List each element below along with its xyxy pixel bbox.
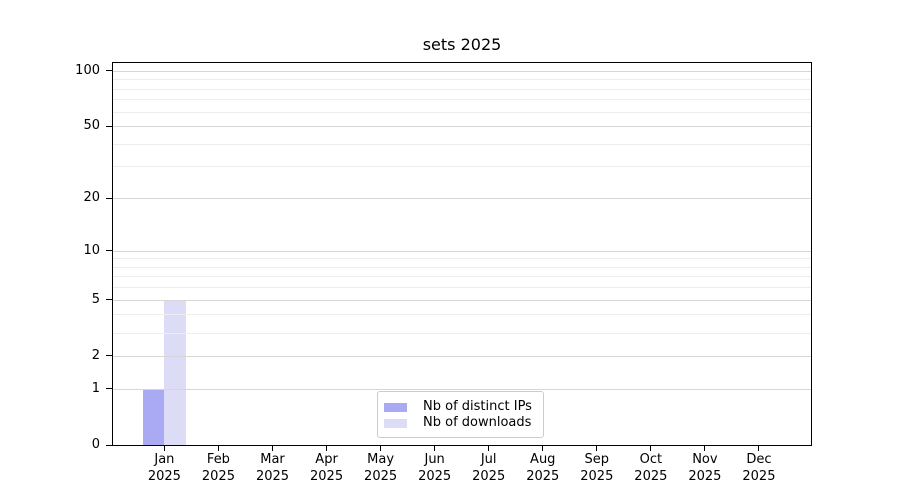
x-tick-label: May 2025 — [364, 452, 398, 484]
major-gridline — [113, 126, 811, 128]
x-tick-label: Apr 2025 — [310, 452, 344, 484]
minor-gridline — [113, 79, 811, 81]
y-tick-label: 50 — [83, 118, 100, 134]
y-tick-mark — [106, 444, 112, 446]
y-tick-mark — [106, 70, 112, 72]
y-tick-mark — [106, 125, 112, 127]
major-gridline — [113, 70, 811, 72]
major-gridline — [113, 355, 811, 357]
legend-item-distinct-ips: Nb of distinct IPs — [384, 399, 535, 415]
x-tick-mark — [326, 445, 328, 451]
y-tick-mark — [106, 299, 112, 301]
x-tick-label: Mar 2025 — [255, 452, 290, 484]
minor-gridline — [113, 332, 811, 334]
minor-gridline — [113, 111, 811, 113]
x-tick-mark — [758, 445, 760, 451]
minor-gridline — [113, 314, 811, 316]
bar-distinct-ips — [142, 388, 165, 445]
x-tick-mark — [704, 445, 706, 451]
plot-area — [112, 62, 812, 446]
x-tick-mark — [163, 445, 165, 451]
y-tick-label: 20 — [83, 190, 100, 206]
y-tick-mark — [106, 250, 112, 251]
x-tick-label: Aug 2025 — [526, 452, 560, 484]
x-tick-mark — [380, 445, 382, 451]
minor-gridline — [113, 287, 811, 289]
bar-downloads — [164, 299, 187, 445]
minor-gridline — [113, 276, 811, 278]
y-tick-mark — [106, 355, 112, 357]
y-tick-label: 10 — [83, 242, 100, 258]
chart-title: sets 2025 — [422, 35, 502, 54]
y-tick-label: 5 — [91, 291, 100, 307]
legend-label-distinct-ips: Nb of distinct IPs — [423, 399, 532, 414]
x-tick-label: Sep 2025 — [580, 452, 614, 484]
x-tick-mark — [272, 445, 273, 451]
major-gridline — [113, 198, 811, 200]
legend-swatch-downloads — [384, 418, 407, 428]
minor-gridline — [113, 266, 811, 268]
x-tick-label: Oct 2025 — [634, 452, 668, 484]
legend-item-downloads: Nb of downloads — [384, 415, 535, 431]
x-tick-mark — [217, 445, 219, 451]
legend-swatch-distinct-ips — [384, 402, 407, 412]
y-tick-label: 2 — [91, 347, 100, 363]
major-gridline — [113, 299, 811, 301]
legend: Nb of distinct IPs Nb of downloads — [377, 391, 544, 438]
x-tick-label: Feb 2025 — [201, 452, 235, 484]
minor-gridline — [113, 258, 811, 260]
major-gridline — [113, 250, 811, 252]
legend-label-downloads: Nb of downloads — [423, 415, 532, 430]
y-tick-mark — [106, 388, 112, 390]
minor-gridline — [113, 99, 811, 101]
x-tick-label: Jun 2025 — [418, 452, 452, 484]
x-tick-mark — [596, 445, 598, 451]
x-tick-label: Nov 2025 — [688, 452, 722, 484]
y-tick-mark — [106, 197, 112, 199]
x-tick-mark — [542, 445, 544, 451]
x-tick-mark — [650, 445, 652, 451]
minor-gridline — [113, 166, 811, 168]
x-tick-mark — [488, 445, 490, 451]
minor-gridline — [113, 88, 811, 90]
x-tick-label: Dec 2025 — [742, 452, 776, 484]
minor-gridline — [113, 143, 811, 145]
x-tick-label: Jul 2025 — [472, 452, 506, 484]
x-tick-label: Jan 2025 — [147, 452, 181, 484]
y-tick-label: 100 — [75, 62, 100, 78]
x-tick-mark — [434, 445, 436, 451]
major-gridline — [113, 388, 811, 390]
y-tick-label: 0 — [91, 437, 100, 452]
y-tick-label: 1 — [91, 380, 100, 396]
